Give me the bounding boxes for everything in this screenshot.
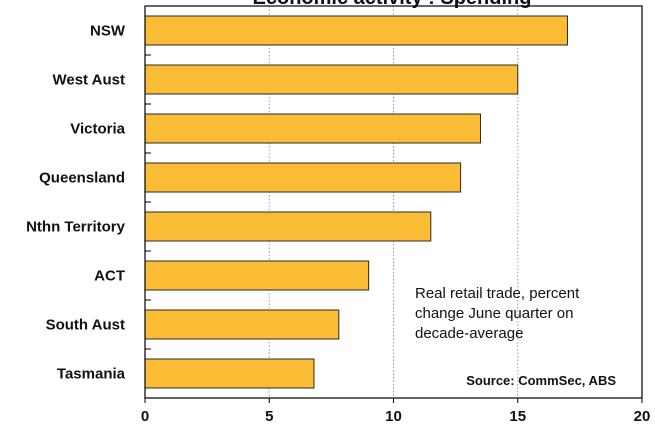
category-label-3: Queensland <box>39 170 125 187</box>
bar-2 <box>144 113 481 144</box>
bar-0 <box>144 15 568 46</box>
bar-3 <box>144 162 462 193</box>
category-label-1: West Aust <box>52 72 125 89</box>
bar-1 <box>144 64 519 95</box>
plot-frame <box>144 5 643 403</box>
source-note: Source: CommSec, ABS <box>466 373 616 388</box>
annotation-line-3: decade-average <box>415 325 523 342</box>
bar-7 <box>144 358 315 389</box>
x-tick-labels: 0 5 10 15 20 <box>141 408 651 425</box>
bar-5 <box>144 260 370 291</box>
bar-6 <box>144 309 340 340</box>
chart-title: Economic activity : Spending <box>253 0 532 9</box>
x-tick-label-1: 5 <box>265 408 273 425</box>
category-label-7: Tasmania <box>57 366 126 383</box>
category-label-2: Victoria <box>70 121 125 138</box>
bars-group <box>144 15 568 389</box>
annotation-line-2: change June quarter on <box>415 305 573 322</box>
category-label-0: NSW <box>90 23 126 40</box>
x-tick-label-4: 20 <box>634 408 651 425</box>
bar-4 <box>144 211 432 242</box>
x-tick-label-0: 0 <box>141 408 149 425</box>
category-label-5: ACT <box>94 268 125 285</box>
category-label-6: South Aust <box>46 317 125 334</box>
x-tick-label-3: 15 <box>509 408 526 425</box>
x-tick-label-2: 10 <box>385 408 402 425</box>
category-labels: NSW West Aust Victoria Queensland Nthn Terri… <box>26 23 126 383</box>
annotation-line-1: Real retail trade, percent <box>415 285 580 302</box>
category-label-4: Nthn Territory <box>26 219 126 236</box>
